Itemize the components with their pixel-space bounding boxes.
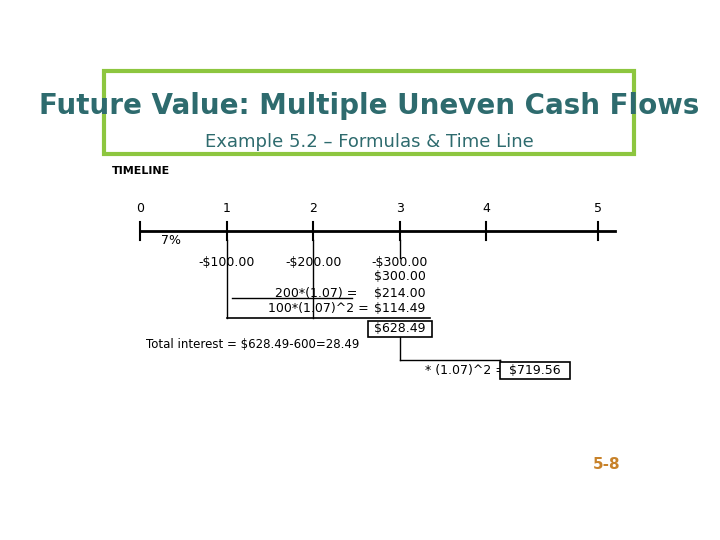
Text: $214.00: $214.00 xyxy=(374,287,426,300)
Text: $300.00: $300.00 xyxy=(374,271,426,284)
Text: * (1.07)^2 =: * (1.07)^2 = xyxy=(425,364,505,377)
Text: Total interest = $628.49-600=28.49: Total interest = $628.49-600=28.49 xyxy=(145,338,359,351)
Text: $114.49: $114.49 xyxy=(374,301,426,314)
Text: 5: 5 xyxy=(594,202,602,215)
Bar xyxy=(368,321,432,337)
Text: 3: 3 xyxy=(396,202,404,215)
Text: -$300.00: -$300.00 xyxy=(372,256,428,269)
Text: 0: 0 xyxy=(136,202,144,215)
Text: Future Value: Multiple Uneven Cash Flows: Future Value: Multiple Uneven Cash Flows xyxy=(39,92,699,120)
Text: 2: 2 xyxy=(310,202,317,215)
Text: 200*(1.07) =: 200*(1.07) = xyxy=(275,287,357,300)
Text: 100*(1.07)^2 =: 100*(1.07)^2 = xyxy=(269,301,369,314)
Bar xyxy=(500,362,570,379)
Text: 5-8: 5-8 xyxy=(593,457,620,472)
Text: -$200.00: -$200.00 xyxy=(285,256,341,269)
Text: $628.49: $628.49 xyxy=(374,322,426,335)
Text: Example 5.2 – Formulas & Time Line: Example 5.2 – Formulas & Time Line xyxy=(204,133,534,151)
Text: TIMELINE: TIMELINE xyxy=(112,166,171,176)
Text: 4: 4 xyxy=(482,202,490,215)
Text: 1: 1 xyxy=(222,202,230,215)
FancyBboxPatch shape xyxy=(104,71,634,154)
Text: -$100.00: -$100.00 xyxy=(199,256,255,269)
Text: 7%: 7% xyxy=(161,234,181,247)
Text: $719.56: $719.56 xyxy=(509,364,561,377)
